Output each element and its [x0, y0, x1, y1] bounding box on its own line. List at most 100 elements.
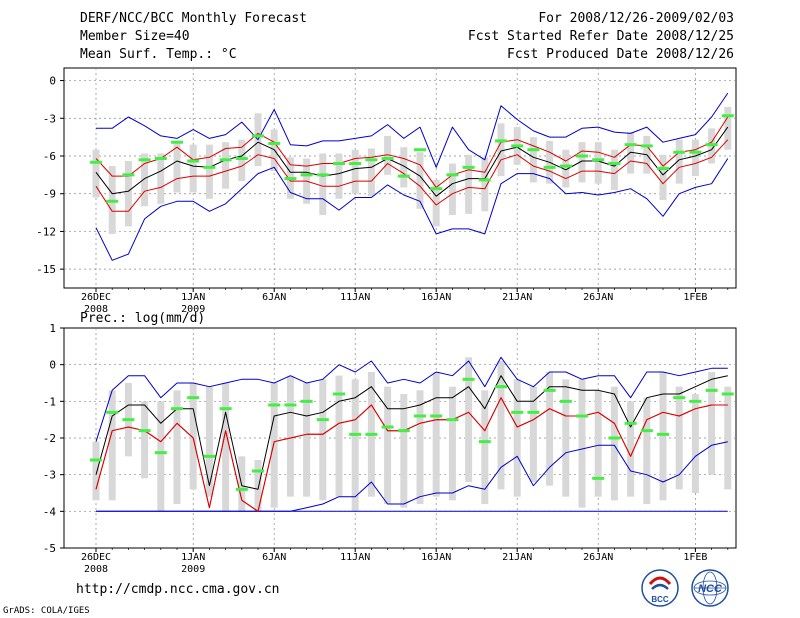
- prec-spread-box: [675, 386, 683, 490]
- fcst-started-date: Fcst Started Refer Date 2008/12/25: [467, 29, 734, 44]
- temp-observed-marker: [219, 158, 232, 162]
- prec-spread-box: [189, 383, 197, 490]
- prec-observed-marker: [300, 399, 313, 403]
- temp-observed-marker: [543, 165, 556, 169]
- prec-observed-marker: [235, 487, 248, 491]
- temp-spread-box: [497, 123, 505, 177]
- prec-xtick-sublabel: 2008: [84, 564, 108, 575]
- prec-spread-box: [659, 372, 667, 501]
- prec-observed-marker: [624, 421, 637, 425]
- temp-observed-marker: [90, 160, 102, 164]
- temp-spread-box: [400, 147, 408, 188]
- temp-observed-marker: [316, 173, 329, 177]
- temp-spread-box: [205, 144, 213, 199]
- temp-spread-box: [319, 153, 327, 216]
- temp-observed-marker: [122, 173, 135, 177]
- temp-observed-marker: [154, 157, 167, 161]
- prec-ytick-label: -2: [43, 432, 56, 445]
- temp-spread-box: [691, 139, 699, 177]
- prec-spread-box: [627, 401, 635, 497]
- temp-xtick-sublabel: 2009: [181, 304, 205, 315]
- prec-observed-marker: [592, 476, 605, 480]
- prec-observed-marker: [203, 454, 216, 458]
- member-size: Member Size=40: [80, 29, 190, 44]
- source-url[interactable]: http://cmdp.ncc.cma.gov.cn: [76, 582, 280, 597]
- temp-spread-box: [367, 148, 375, 197]
- prec-xtick-label: 26JAN: [583, 552, 613, 563]
- prec-spread-box: [513, 379, 521, 497]
- temp-observed-marker: [284, 177, 297, 181]
- temp-spread-box: [610, 149, 618, 190]
- temp-observed-marker: [527, 148, 540, 152]
- prec-spread-box: [270, 383, 278, 508]
- temp-xtick-label: 6JAN: [262, 292, 286, 303]
- temp-spread-box: [675, 139, 683, 184]
- prec-xtick-label: 1JAN: [181, 552, 205, 563]
- prec-observed-marker: [122, 418, 135, 422]
- prec-observed-marker: [171, 407, 183, 411]
- prec-xtick-label: 1FEB: [683, 552, 707, 563]
- temp-observed-marker: [673, 150, 686, 154]
- temp-observed-marker: [592, 158, 605, 162]
- prec-observed-marker: [495, 385, 507, 389]
- temp-spread-box: [432, 179, 440, 227]
- temp-observed-marker: [349, 162, 362, 166]
- prec-observed-marker: [705, 388, 718, 392]
- temp-spread-box: [594, 142, 602, 184]
- prec-observed-marker: [349, 432, 362, 436]
- temp-observed-marker: [705, 143, 718, 147]
- temp-observed-marker: [478, 178, 491, 182]
- temp-xtick-label: 26JAN: [583, 292, 613, 303]
- temp-xtick-label: 26DEC: [81, 292, 111, 303]
- temp-observed-marker: [446, 173, 459, 177]
- temp-observed-marker: [333, 162, 345, 166]
- temp-observed-marker: [171, 140, 183, 144]
- prec-xtick-label: 16JAN: [421, 552, 451, 563]
- prec-observed-marker: [576, 414, 588, 418]
- temp-observed-marker: [495, 139, 507, 143]
- prec-ytick-label: -4: [43, 505, 57, 518]
- temp-spread-box: [189, 144, 197, 193]
- temp-envelope-lower-line: [95, 158, 729, 261]
- prec-observed-marker: [543, 388, 556, 392]
- temp-ensemble-mean-line: [95, 126, 729, 197]
- temp-spread-box: [157, 153, 165, 204]
- prec-spread-box: [205, 386, 213, 497]
- prec-xtick-label: 21JAN: [502, 552, 532, 563]
- temp-observed-marker: [187, 159, 200, 163]
- temp-observed-marker: [624, 143, 637, 147]
- prec-observed-marker: [559, 399, 572, 403]
- prec-spread-box: [384, 386, 392, 504]
- prec-spread-box: [303, 383, 311, 497]
- temp-xtick-label: 16JAN: [421, 292, 451, 303]
- prec-spread-box: [351, 379, 359, 512]
- temp-observed-marker: [608, 162, 621, 166]
- prec-spread-box: [400, 394, 408, 508]
- prec-observed-marker: [657, 432, 669, 436]
- prec-spread-box: [416, 390, 424, 504]
- prec-observed-marker: [316, 418, 329, 422]
- temp-frame: [63, 67, 737, 289]
- temp-ytick-label: -6: [43, 150, 56, 163]
- prec-spread-box: [173, 390, 181, 504]
- prec-observed-marker: [446, 418, 459, 422]
- prec-spread-box: [448, 386, 456, 501]
- temp-observed-marker: [689, 150, 702, 154]
- temp-ytick-label: -9: [43, 188, 56, 201]
- temp-observed-marker: [430, 187, 443, 191]
- temp-std-high-line: [95, 116, 729, 188]
- prec-spread-box: [708, 372, 716, 475]
- prec-spread-box: [529, 386, 537, 482]
- temp-observed-marker: [381, 157, 394, 161]
- temp-spread-box: [384, 135, 392, 175]
- temp-observed-marker: [414, 148, 426, 152]
- prec-spread-box: [481, 390, 489, 504]
- temp-spread-box: [562, 149, 570, 188]
- prec-observed-marker: [397, 429, 410, 433]
- temp-xtick-label: 21JAN: [502, 292, 532, 303]
- prec-ensemble-mean-line: [95, 375, 728, 490]
- temp-observed-marker: [235, 157, 248, 161]
- prec-spread-box: [286, 375, 294, 497]
- temp-xtick-label: 11JAN: [340, 292, 370, 303]
- prec-xtick-label: 26DEC: [81, 552, 111, 563]
